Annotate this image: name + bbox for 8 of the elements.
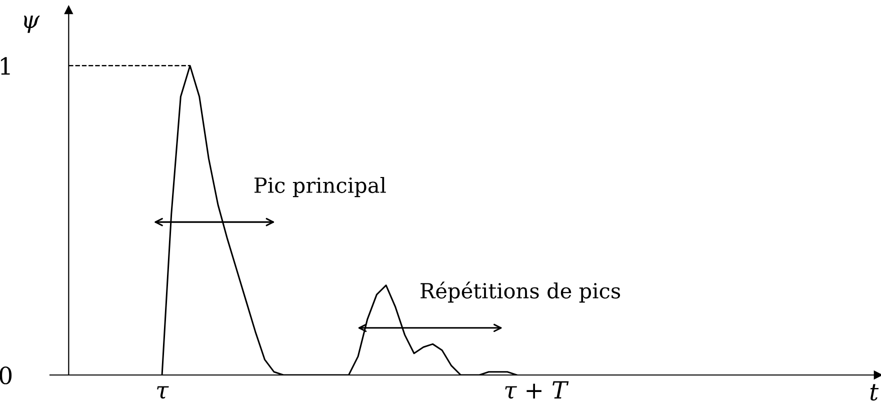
annotation: Pic principal: [254, 176, 386, 198]
x-axis-title: t: [870, 384, 879, 401]
annotation: Répétitions de pics: [420, 282, 620, 303]
y-tick-label: 1: [0, 57, 10, 75]
x-tick-label: τ + T: [505, 381, 569, 399]
y-tick-label: 0: [0, 366, 12, 384]
x-tick-label: τ: [157, 386, 169, 399]
y-axis-title: ψ: [24, 16, 40, 33]
